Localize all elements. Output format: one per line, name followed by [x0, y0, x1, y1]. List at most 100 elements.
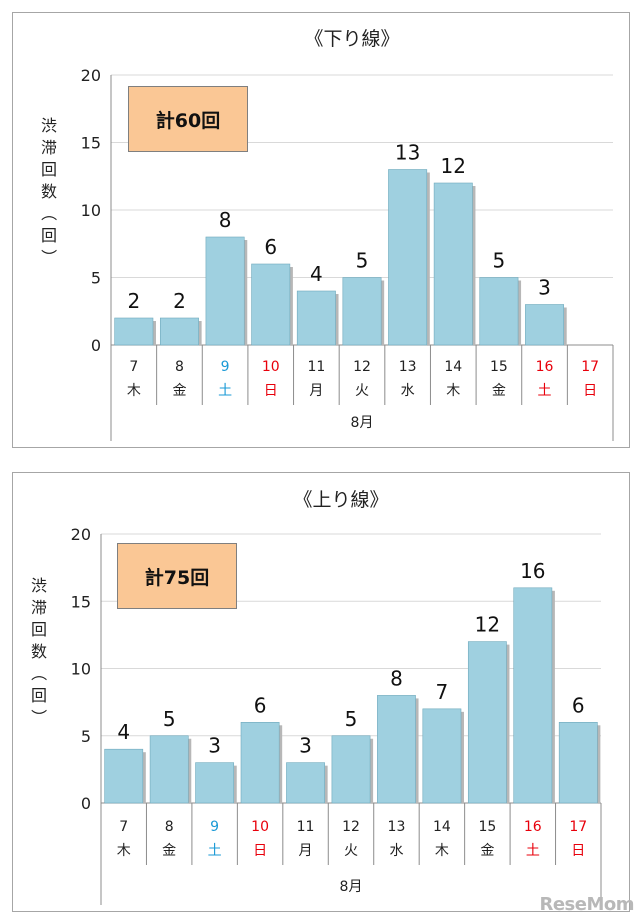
- bar: [467, 641, 507, 804]
- x-tick-day: 16: [536, 359, 554, 375]
- value-label: 16: [520, 559, 545, 583]
- bar: [149, 735, 189, 804]
- y-axis-label-char: （: [39, 205, 58, 221]
- value-label: 4: [117, 720, 130, 744]
- chart-outbound-svg: 《下り線》05101520渋滞回数（回）27木28金89土610日411月512…: [39, 28, 614, 441]
- y-axis-label-char: 数: [31, 642, 47, 661]
- bar: [296, 290, 336, 346]
- bar: [286, 762, 325, 804]
- y-axis-label-char: 渋: [41, 116, 57, 135]
- y-tick-label: 10: [81, 201, 101, 220]
- y-tick-label: 15: [81, 134, 101, 153]
- bar: [342, 277, 382, 346]
- x-tick-day: 11: [307, 359, 325, 375]
- total-badge-outbound: 計60回: [128, 86, 248, 152]
- chart-title: 《上り線》: [293, 489, 388, 511]
- x-tick-weekday: 木: [127, 383, 141, 399]
- x-tick-weekday: 日: [583, 383, 597, 399]
- value-label: 6: [572, 693, 585, 717]
- y-axis-label-char: ）: [39, 249, 58, 265]
- x-tick-day: 17: [581, 359, 599, 375]
- x-tick-weekday: 土: [538, 383, 552, 399]
- x-tick-day: 12: [342, 819, 360, 835]
- bar: [479, 277, 519, 346]
- y-tick-label: 0: [81, 794, 91, 813]
- y-tick-label: 5: [91, 269, 101, 288]
- y-axis-label-char: 滞: [41, 138, 57, 157]
- bar: [377, 695, 416, 804]
- x-tick-day: 15: [490, 359, 508, 375]
- value-label: 2: [127, 289, 140, 313]
- value-label: 6: [264, 235, 277, 259]
- x-tick-weekday: 木: [117, 843, 131, 859]
- value-label: 8: [390, 666, 403, 690]
- bar: [525, 304, 565, 346]
- y-axis-label-char: 回: [31, 686, 47, 705]
- x-tick-day: 11: [297, 819, 315, 835]
- x-tick-weekday: 火: [355, 383, 369, 399]
- y-tick-label: 15: [71, 592, 91, 611]
- y-axis-label-char: 渋: [31, 576, 47, 595]
- x-tick-day: 17: [569, 819, 587, 835]
- chart-panel-inbound: 《上り線》 0 5 10 15 20 渋滞回数（回） 4 7 木 5 8 金 3 9 土 6 10 日 3 11 月 5 12…: [12, 472, 630, 912]
- x-tick-day: 16: [524, 819, 542, 835]
- x-tick-weekday: 土: [208, 843, 222, 859]
- x-tick-day: 15: [478, 819, 496, 835]
- bar: [513, 587, 553, 804]
- value-label: 5: [356, 249, 369, 273]
- x-tick-weekday: 金: [480, 843, 494, 859]
- y-axis-label-char: ）: [29, 709, 48, 725]
- x-tick-weekday: 木: [446, 383, 460, 399]
- chart-inbound-svg: 《上り線》05101520渋滞回数（回）47木58金39土610日311月512…: [29, 489, 602, 905]
- x-tick-weekday: 土: [218, 383, 232, 399]
- y-tick-label: 0: [91, 336, 101, 355]
- value-label: 3: [538, 276, 551, 300]
- value-label: 6: [254, 693, 267, 717]
- chart-panel-outbound: 《下り線》 0 5 10 15 20 渋滞回数（回） 2 7 木 2 8 金 8 9 土 6 10 日 4 11 月 5 12…: [12, 12, 630, 448]
- x-tick-weekday: 火: [344, 843, 358, 859]
- x-tick-weekday: 日: [571, 843, 585, 859]
- x-tick-day: 9: [210, 819, 219, 835]
- x-tick-weekday: 金: [172, 383, 186, 399]
- y-axis-label-char: （: [29, 665, 48, 681]
- resemom-logo: ReseMom: [539, 894, 634, 915]
- x-tick-weekday: 木: [435, 843, 449, 859]
- y-axis-label-char: 滞: [31, 598, 47, 617]
- y-axis-label-char: 数: [41, 182, 57, 201]
- y-tick-label: 10: [71, 660, 91, 679]
- value-label: 5: [493, 249, 506, 273]
- bar: [240, 722, 280, 804]
- x-tick-weekday: 月: [299, 843, 313, 859]
- y-axis-label-char: 回: [41, 226, 57, 245]
- value-label: 5: [345, 707, 358, 731]
- value-label: 8: [219, 208, 232, 232]
- value-label: 12: [475, 613, 500, 637]
- x-tick-day: 7: [129, 359, 138, 375]
- value-label: 3: [208, 734, 221, 758]
- value-label: 3: [299, 734, 312, 758]
- bar: [331, 735, 371, 804]
- x-tick-weekday: 金: [162, 843, 176, 859]
- x-tick-weekday: 日: [264, 383, 278, 399]
- bar: [114, 317, 154, 346]
- y-tick-label: 20: [81, 66, 101, 85]
- value-label: 4: [310, 262, 323, 286]
- y-axis-label-char: 回: [41, 160, 57, 179]
- y-tick-label: 5: [81, 727, 91, 746]
- x-axis-label: 8月: [340, 879, 363, 895]
- x-tick-day: 13: [399, 359, 417, 375]
- x-tick-day: 14: [433, 819, 451, 835]
- x-tick-day: 8: [165, 819, 174, 835]
- y-tick-label: 20: [71, 525, 91, 544]
- x-tick-day: 9: [221, 359, 230, 375]
- x-tick-weekday: 金: [492, 383, 506, 399]
- x-tick-day: 7: [119, 819, 128, 835]
- bar: [251, 263, 291, 346]
- x-tick-weekday: 月: [309, 383, 323, 399]
- x-tick-weekday: 土: [526, 843, 540, 859]
- total-badge-inbound: 計75回: [117, 543, 237, 609]
- x-tick-day: 10: [251, 819, 269, 835]
- x-tick-day: 12: [353, 359, 371, 375]
